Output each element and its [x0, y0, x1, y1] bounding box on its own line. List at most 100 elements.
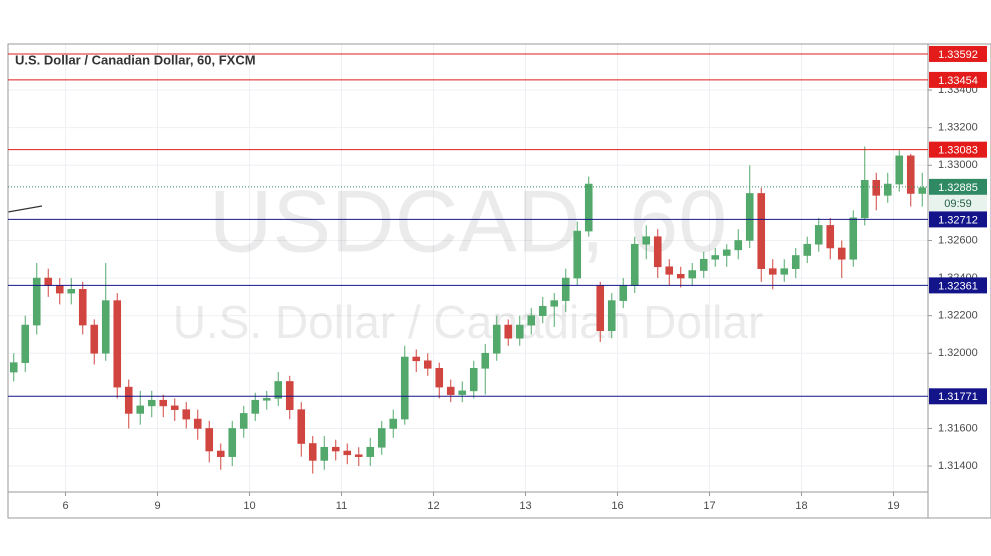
candle-body: [757, 193, 766, 269]
candle-body: [251, 399, 260, 414]
candle-body: [297, 409, 306, 444]
candle-body: [527, 315, 536, 326]
candle-body: [653, 236, 662, 268]
trend-drawing: [7, 205, 43, 213]
x-tick-label: 18: [795, 500, 807, 512]
candle-body: [90, 324, 99, 354]
candle-body: [101, 300, 110, 354]
candle-body: [665, 266, 674, 275]
y-tick-label: 1.32000: [938, 347, 978, 359]
candle-body: [711, 255, 720, 260]
candle-body: [630, 243, 639, 286]
candle-body: [619, 285, 628, 301]
candle-body: [159, 399, 168, 407]
x-tick-label: 13: [519, 500, 531, 512]
x-tick-label: 10: [243, 500, 255, 512]
candle-body: [400, 356, 409, 420]
countdown: 09:59: [944, 198, 972, 210]
candle-body: [458, 390, 467, 395]
candle-body: [849, 217, 858, 260]
level-label-box: [929, 277, 987, 294]
candle-body: [699, 258, 708, 271]
candle-body: [550, 300, 559, 307]
candle-body: [561, 277, 570, 301]
candle-body: [193, 418, 202, 429]
x-tick-label: 9: [154, 500, 160, 512]
candle-body: [32, 277, 41, 326]
candle-body: [883, 183, 892, 196]
y-tick-label: 1.32600: [938, 234, 978, 246]
candle-body: [412, 356, 421, 362]
candle-body: [780, 268, 789, 275]
candle-body: [504, 324, 513, 339]
y-tick-label: 1.31600: [938, 422, 978, 434]
candle-body: [435, 367, 444, 388]
candle-body: [469, 367, 478, 392]
level-label-box: [929, 388, 987, 405]
candle-body: [147, 399, 156, 407]
candle-body: [722, 249, 731, 256]
candle-body: [228, 428, 237, 457]
level-label: 1.33454: [938, 75, 978, 87]
level-label: 1.32361: [938, 280, 978, 292]
level-label-box: [929, 71, 987, 88]
candle-body: [492, 324, 501, 354]
candle-body: [216, 450, 225, 457]
level-label: 1.32712: [938, 214, 978, 226]
candle-body: [872, 179, 881, 196]
candle-body: [573, 230, 582, 279]
candle-body: [124, 386, 133, 414]
candle-body: [320, 446, 329, 461]
y-tick-label: 1.31400: [938, 460, 978, 472]
candle-body: [745, 193, 754, 241]
candle-body: [538, 305, 547, 316]
level-label-box: [929, 211, 987, 228]
x-tick-label: 6: [62, 500, 68, 512]
candle-body: [814, 225, 823, 245]
candle-body: [826, 225, 835, 249]
candle-body: [423, 360, 432, 369]
candle-body: [768, 268, 777, 275]
last-price-box: [929, 178, 987, 195]
candle-body: [331, 446, 340, 452]
candle-body: [9, 362, 18, 373]
x-tick-label: 16: [611, 500, 623, 512]
candle-body: [837, 247, 846, 260]
candle-body: [285, 381, 294, 410]
candle-body: [182, 409, 191, 420]
watermark: USDCAD, 60: [209, 171, 727, 270]
countdown-box: [929, 194, 987, 211]
last-price-label: 1.32885: [938, 182, 978, 194]
watermark-subtitle: U.S. Dollar / Canadian Dollar: [173, 296, 764, 348]
candle-body: [308, 443, 317, 461]
x-tick-label: 17: [703, 500, 715, 512]
candle-body: [803, 243, 812, 256]
candle-body: [446, 386, 455, 395]
level-label: 1.33592: [938, 49, 978, 61]
candle-body: [170, 405, 179, 410]
y-tick-label: 1.33000: [938, 159, 978, 171]
candle-body: [607, 300, 616, 331]
candle-body: [688, 270, 697, 279]
candle-body: [906, 155, 915, 194]
candle-body: [895, 155, 904, 185]
candle-body: [21, 324, 30, 363]
candle-body: [377, 428, 386, 448]
candle-body: [55, 285, 64, 294]
candle-body: [366, 446, 375, 457]
x-tick-label: 19: [887, 500, 899, 512]
candle-body: [584, 183, 593, 232]
candle-body: [515, 324, 524, 339]
candle-body: [44, 277, 53, 286]
candle-body: [67, 289, 76, 294]
x-tick-label: 11: [336, 500, 347, 512]
level-label: 1.33083: [938, 145, 978, 157]
candle-body: [262, 398, 271, 401]
frame: [7, 43, 991, 519]
candle-body: [239, 413, 248, 429]
candle-body: [481, 352, 490, 369]
candle-body: [136, 405, 145, 414]
candle-body: [274, 381, 283, 399]
